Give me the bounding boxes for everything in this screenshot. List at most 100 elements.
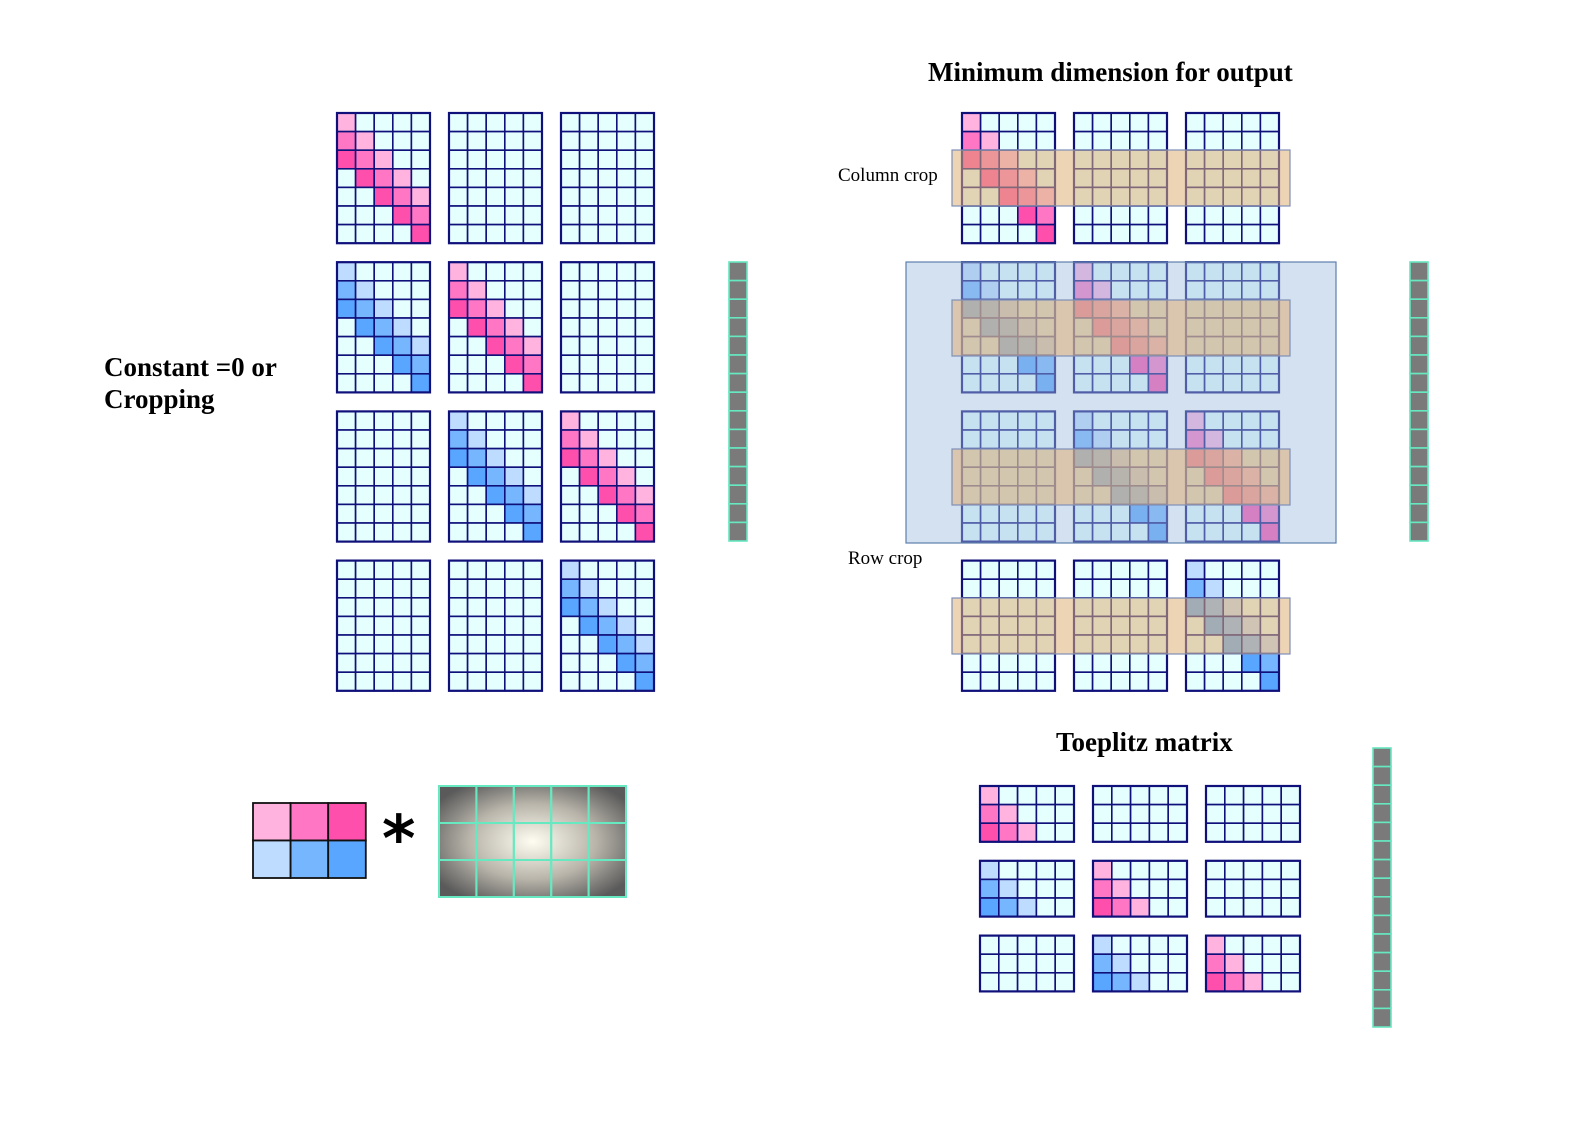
matrix-cell — [1205, 785, 1226, 806]
matrix-cell — [466, 429, 488, 450]
vector-cell — [728, 428, 748, 449]
matrix-cell — [1129, 785, 1151, 806]
matrix-cell — [448, 205, 469, 226]
matrix-cell — [560, 335, 581, 357]
matrix-cell — [1035, 971, 1057, 993]
matrix-cell — [597, 317, 618, 338]
matrix-cell — [1203, 578, 1224, 599]
matrix-cell — [1035, 223, 1056, 245]
matrix-cell — [503, 186, 525, 207]
matrix-cell — [503, 466, 525, 487]
matrix-cell — [466, 223, 488, 245]
matrix-cell — [979, 559, 1000, 580]
minimum-dimension-title: Minimum dimension for output — [928, 57, 1293, 87]
toeplitz-block — [447, 111, 544, 245]
matrix-cell — [410, 671, 431, 692]
matrix-cell — [634, 596, 655, 618]
matrix-cell — [448, 671, 469, 692]
matrix-cell — [979, 953, 1000, 974]
matrix-cell — [1091, 671, 1112, 692]
toeplitz-block — [1204, 784, 1302, 843]
vector-cell — [1409, 428, 1429, 449]
matrix-cell — [522, 223, 543, 245]
matrix-cell — [1035, 671, 1056, 692]
matrix-cell — [1110, 652, 1131, 673]
matrix-cell — [503, 671, 525, 692]
matrix-cell — [578, 317, 599, 338]
toeplitz-block — [447, 410, 544, 543]
matrix-cell — [578, 522, 599, 543]
matrix-cell — [597, 186, 618, 207]
matrix-cell — [560, 130, 581, 152]
matrix-cell — [979, 859, 1000, 881]
matrix-cell — [1224, 785, 1245, 806]
matrix-cell — [560, 484, 581, 506]
matrix-cell — [1259, 652, 1280, 673]
matrix-cell — [597, 615, 618, 636]
matrix-cell — [503, 317, 525, 338]
matrix-cell — [522, 484, 543, 506]
block-border — [335, 410, 432, 543]
matrix-cell — [1185, 223, 1206, 245]
matrix-cell — [485, 279, 506, 301]
matrix-cell — [1129, 130, 1150, 152]
kernel-cell — [327, 839, 367, 879]
matrix-cell — [1091, 223, 1112, 245]
matrix-cell — [1092, 971, 1113, 993]
matrix-cell — [1147, 578, 1168, 599]
matrix-cell — [485, 596, 506, 618]
matrix-cell — [466, 130, 488, 152]
matrix-cell — [1261, 822, 1283, 843]
matrix-cell — [634, 354, 655, 375]
matrix-cell — [336, 168, 357, 189]
matrix-cell — [979, 223, 1000, 245]
matrix-cell — [354, 354, 376, 375]
matrix-cell — [503, 335, 525, 357]
matrix-cell — [597, 372, 618, 394]
matrix-cell — [998, 559, 1019, 580]
vector-cell — [1372, 747, 1392, 768]
toeplitz-block — [447, 261, 544, 394]
vector-cell — [1409, 316, 1429, 338]
matrix-cell — [1224, 803, 1245, 824]
matrix-cell — [336, 578, 357, 599]
matrix-cell — [1167, 971, 1188, 993]
matrix-cell — [354, 205, 376, 226]
matrix-cell — [410, 186, 431, 207]
matrix-cell — [1148, 971, 1170, 993]
vector-cell — [728, 316, 748, 338]
matrix-cell — [373, 261, 394, 282]
vector-cell — [1372, 877, 1392, 898]
matrix-cell — [1129, 578, 1150, 599]
vector-cell — [1409, 261, 1429, 282]
matrix-cell — [1054, 859, 1075, 881]
vector-cell — [1409, 391, 1429, 412]
matrix-cell — [354, 335, 376, 357]
matrix-cell — [560, 466, 581, 487]
matrix-cell — [503, 522, 525, 543]
matrix-cell — [485, 671, 506, 692]
matrix-cell — [373, 484, 394, 506]
matrix-cell — [634, 168, 655, 189]
matrix-cell — [615, 372, 637, 394]
block-border — [1091, 934, 1189, 993]
matrix-cell — [448, 261, 469, 282]
matrix-cell — [1147, 559, 1168, 580]
matrix-cell — [979, 112, 1000, 133]
matrix-cell — [1111, 897, 1132, 918]
matrix-cell — [503, 484, 525, 506]
matrix-cell — [522, 298, 543, 319]
matrix-cell — [391, 447, 413, 469]
matrix-cell — [1016, 578, 1038, 599]
matrix-cell — [448, 522, 469, 543]
matrix-cell — [997, 822, 1019, 843]
matrix-cell — [1259, 671, 1280, 692]
left-title-line1: Constant =0 or — [104, 352, 277, 382]
matrix-cell — [560, 447, 581, 469]
vector-cell — [728, 335, 748, 356]
matrix-cell — [336, 410, 357, 431]
matrix-cell — [597, 298, 618, 319]
matrix-cell — [1280, 878, 1301, 899]
matrix-cell — [1054, 953, 1075, 974]
matrix-cell — [1203, 671, 1224, 692]
